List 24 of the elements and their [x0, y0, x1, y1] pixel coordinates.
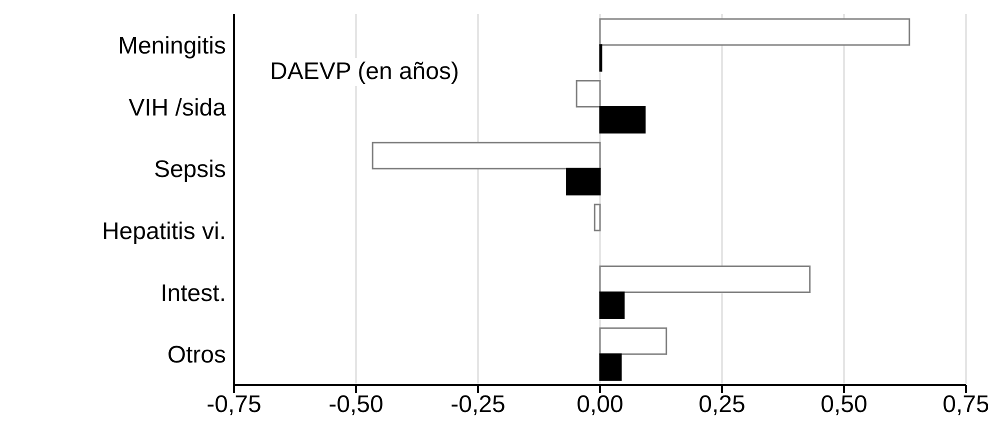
x-tick-label: 0,00	[576, 391, 624, 418]
bar	[599, 353, 622, 381]
x-tick-label: -0,75	[206, 391, 262, 418]
bar	[599, 18, 910, 46]
y-tick-label: Otros	[167, 342, 226, 369]
bar	[599, 292, 625, 320]
y-tick-label: VIH /sida	[128, 94, 227, 122]
annotation: DAEVP (en años)	[270, 58, 459, 86]
bar	[576, 80, 601, 108]
y-tick-label: Meningitis	[118, 32, 226, 60]
bar	[566, 168, 601, 196]
bar	[599, 266, 811, 294]
y-tick-label: Intest.	[160, 280, 226, 307]
bar	[599, 327, 668, 355]
bar	[594, 204, 601, 232]
x-tick-label: 0,25	[698, 391, 746, 418]
x-tick-label: 0,50	[820, 391, 868, 418]
bar	[372, 142, 601, 170]
x-tick-label: -0,25	[450, 391, 506, 418]
y-tick-label: Hepatitis vi.	[102, 218, 226, 245]
x-tick-label: 0,75	[942, 391, 990, 418]
x-tick-label: -0,50	[328, 391, 384, 418]
bar	[599, 106, 646, 134]
y-tick-label: Sepsis	[154, 156, 226, 184]
